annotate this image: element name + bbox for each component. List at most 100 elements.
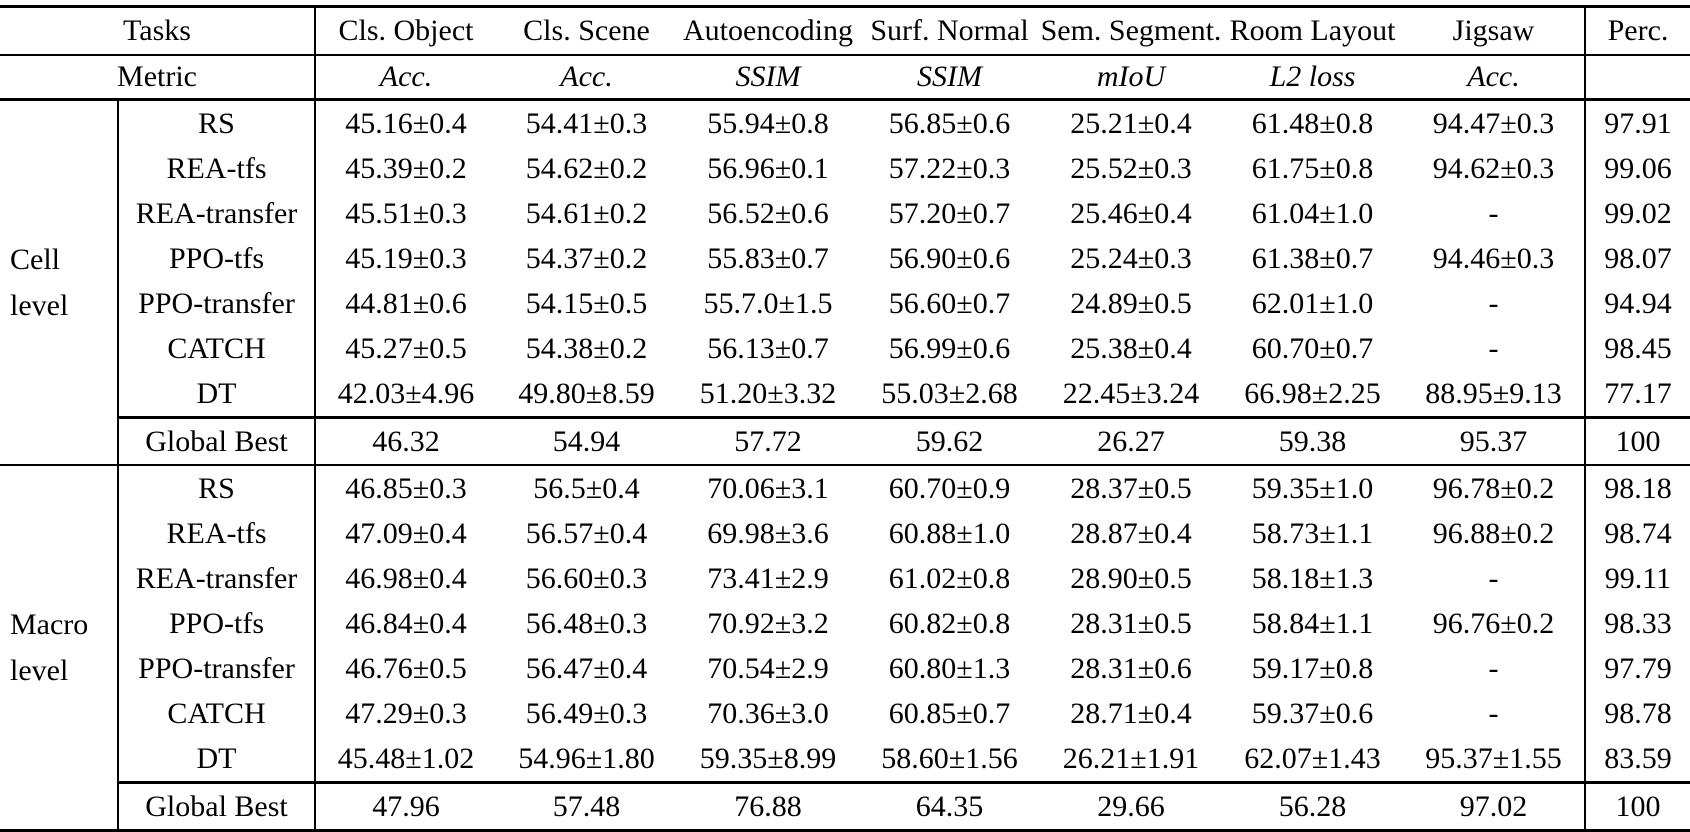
result-value: 56.99±0.6 [888, 331, 1011, 365]
result-value: 46.85±0.3 [345, 471, 467, 505]
result-value: 58.60±1.56 [881, 741, 1018, 775]
result-value: 56.13±0.7 [707, 331, 829, 365]
result-value: 56.57±0.4 [525, 516, 648, 550]
result-value: 29.66 [1040, 781, 1222, 832]
level-label: Macro level [0, 465, 119, 832]
results-table-body: Cell level RS 45.16±0.4 54.41±0.3 55.94±0.8 56… [0, 99, 1690, 832]
result-value: 51.20±3.32 [699, 376, 837, 410]
result-value: 58.73±1.1 [1251, 516, 1374, 550]
result-value: 28.31±0.5 [1070, 606, 1192, 640]
result-value: 28.90±0.5 [1070, 561, 1192, 595]
level-label-line: level [10, 653, 69, 687]
table-row: DT 42.03±4.96 49.80±8.59 51.20±3.32 55.03±2.… [0, 371, 1690, 418]
method-label: DT [118, 371, 316, 418]
result-value: 45.39±0.2 [345, 151, 467, 185]
method-label: RS [118, 99, 316, 146]
result-value: 56.49±0.3 [525, 696, 648, 730]
method-label: REA-transfer [118, 556, 316, 601]
perc-value: 99.06 [1604, 151, 1672, 185]
result-value: 70.36±3.0 [707, 696, 829, 730]
level-label: Cell level [0, 99, 119, 466]
result-value: 69.98±3.6 [707, 516, 829, 550]
result-value: - [1403, 281, 1586, 326]
result-value: 76.88 [677, 781, 859, 832]
result-value: 28.71±0.4 [1070, 696, 1192, 730]
perc-value: 98.18 [1604, 471, 1672, 505]
result-value: 54.62±0.2 [525, 151, 648, 185]
result-value: 57.20±0.7 [888, 196, 1011, 230]
result-value: 94.46±0.3 [1403, 236, 1586, 281]
result-value: 60.80±1.3 [888, 651, 1011, 685]
result-value: 96.78±0.2 [1403, 465, 1586, 511]
result-value: 56.96±0.1 [707, 151, 829, 185]
result-value: 59.35±1.0 [1251, 471, 1374, 505]
table-row: REA-tfs 45.39±0.2 54.62±0.2 56.96±0.1 57.22±… [0, 146, 1690, 191]
result-value: 54.61±0.2 [525, 196, 648, 230]
table-row: REA-transfer 46.98±0.4 56.60±0.3 73.41±2.9 6… [0, 556, 1690, 601]
result-value: 57.22±0.3 [888, 151, 1011, 185]
method-label: PPO-tfs [118, 236, 316, 281]
result-value: 70.92±3.2 [707, 606, 829, 640]
table-row: PPO-tfs 46.84±0.4 56.48±0.3 70.92±3.2 60.82±… [0, 601, 1690, 646]
perc-value: 97.79 [1604, 651, 1672, 685]
method-label: CATCH [118, 326, 316, 371]
result-value: 59.37±0.6 [1251, 696, 1374, 730]
result-value: 25.52±0.3 [1070, 151, 1192, 185]
result-value: - [1403, 326, 1586, 371]
table-row: PPO-tfs 45.19±0.3 54.37±0.2 55.83±0.7 56.90±… [0, 236, 1690, 281]
column-header-perc: Perc. [1585, 6, 1690, 56]
column-header-room-layout: Room Layout [1222, 6, 1403, 56]
metric-jigsaw: Acc. [1403, 55, 1586, 101]
result-value: 54.96±1.80 [518, 741, 655, 775]
result-value: 28.31±0.6 [1070, 651, 1192, 685]
result-value: 59.35±8.99 [699, 741, 837, 775]
result-value: 55.83±0.7 [707, 241, 829, 275]
result-value: 25.24±0.3 [1070, 241, 1192, 275]
result-value: 45.27±0.5 [345, 331, 467, 365]
method-label: DT [118, 736, 316, 783]
result-value: 56.90±0.6 [888, 241, 1011, 275]
metric-autoencoding: SSIM [677, 55, 859, 101]
tasks-header: Tasks [0, 6, 316, 56]
result-value: 62.07±1.43 [1244, 741, 1381, 775]
result-value: 46.98±0.4 [345, 561, 467, 595]
result-value: 60.88±1.0 [888, 516, 1011, 550]
global-best-label: Global Best [118, 781, 316, 832]
column-header-surf-normal: Surf. Normal [859, 6, 1040, 56]
result-value: 55.7.0±1.5 [703, 286, 833, 320]
column-header-sem-segment: Sem. Segment. [1040, 6, 1222, 56]
perc-value: 99.02 [1604, 196, 1672, 230]
table-row: REA-tfs 47.09±0.4 56.57±0.4 69.98±3.6 60.88±… [0, 511, 1690, 556]
level-label-line: level [10, 288, 69, 322]
result-value: 56.5±0.4 [533, 471, 640, 505]
result-value: 97.02 [1403, 781, 1586, 832]
result-value: 45.48±1.02 [337, 741, 475, 775]
result-value: 28.87±0.4 [1070, 516, 1192, 550]
method-label: REA-transfer [118, 191, 316, 236]
result-value: 45.19±0.3 [345, 241, 467, 275]
result-value: - [1403, 556, 1586, 601]
result-value: 42.03±4.96 [337, 376, 475, 410]
perc-value: 98.78 [1604, 696, 1672, 730]
result-value: 60.85±0.7 [888, 696, 1011, 730]
result-value: 73.41±2.9 [707, 561, 829, 595]
result-value: 60.70±0.9 [888, 471, 1011, 505]
result-value: 56.28 [1222, 781, 1403, 832]
result-value: 25.46±0.4 [1070, 196, 1192, 230]
table-row: PPO-transfer 44.81±0.6 54.15±0.5 55.7.0±1.5… [0, 281, 1690, 326]
result-value: 54.15±0.5 [525, 286, 648, 320]
result-value: 60.70±0.7 [1251, 331, 1374, 365]
perc-value: 77.17 [1604, 376, 1672, 410]
result-value: 47.09±0.4 [345, 516, 467, 550]
result-value: 22.45±3.24 [1062, 376, 1200, 410]
metric-cls-object: Acc. [315, 55, 496, 101]
results-table: Tasks Cls. Object Cls. Scene Autoencodin… [0, 5, 1690, 832]
level-label-line: Cell [10, 242, 60, 276]
result-value: 94.62±0.3 [1403, 146, 1586, 191]
result-value: - [1403, 691, 1586, 736]
result-value: 28.37±0.5 [1070, 471, 1192, 505]
result-value: 60.82±0.8 [888, 606, 1011, 640]
tasks-header-row: Tasks Cls. Object Cls. Scene Autoencodin… [0, 6, 1690, 56]
metric-cls-scene: Acc. [496, 55, 677, 101]
result-value: 66.98±2.25 [1244, 376, 1381, 410]
